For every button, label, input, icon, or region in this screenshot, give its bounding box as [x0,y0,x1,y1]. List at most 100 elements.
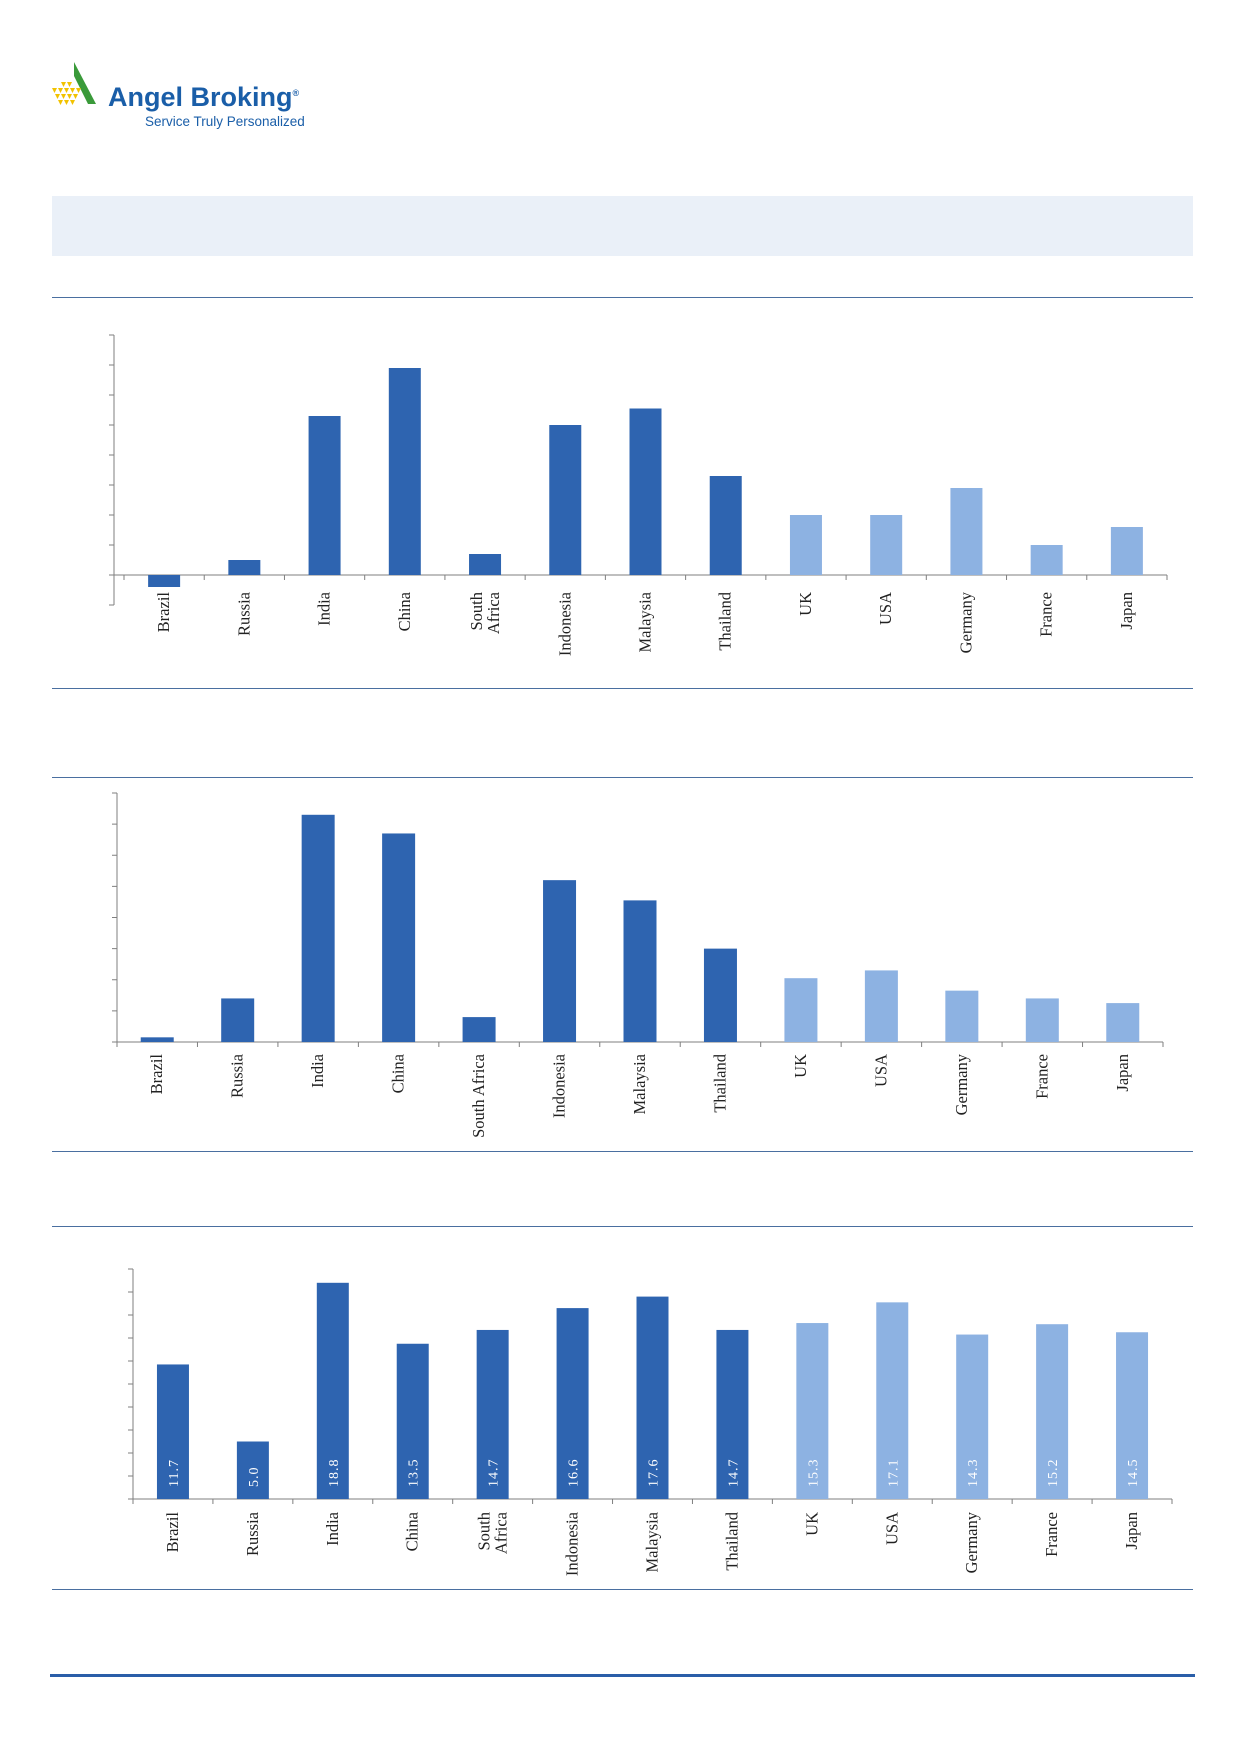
bar-thailand [709,476,742,575]
bar-south-africa [476,1329,509,1499]
bar-brazil [148,575,181,587]
bar-russia [221,998,255,1042]
bar-uk [796,1323,829,1499]
data-label: 11.7 [167,1459,182,1487]
x-tick-label: Malaysia [630,1053,649,1114]
chart-2-top-rule [52,777,1193,778]
bar-malaysia [629,408,662,575]
bar-thailand [716,1329,749,1499]
bar-india [308,416,341,575]
bar-germany [950,488,983,575]
bar-brazil [156,1364,189,1499]
bar-japan [1116,1332,1149,1499]
bar-chart-2: Brazil Russia India China South Africa Indone… [112,792,1164,1138]
x-tick-label: India [315,591,334,626]
x-tick-label: Malaysia [636,591,655,652]
bar-france [1025,998,1059,1042]
bar-japan [1110,527,1143,575]
bar-brazil [140,1037,174,1042]
x-tick-label: Russia [243,1511,262,1556]
data-label: 18.8 [327,1459,342,1488]
x-tick-label: USA [882,1512,901,1545]
x-tick-label: Germany [956,591,975,653]
bar-india [301,814,335,1042]
x-tick-label: Japan [1113,1054,1132,1092]
chart-1-bottom-rule [52,688,1193,689]
brand-name: Angel Broking® [108,82,300,112]
x-tick-label: Indonesia [563,1511,582,1576]
data-label: 5.0 [247,1467,262,1488]
x-tick-label: China [389,1053,408,1093]
x-tick-label: India [308,1053,327,1088]
bar-china [388,368,421,575]
data-label: 14.5 [1126,1459,1141,1488]
data-label: 17.1 [886,1459,901,1488]
bar-japan [1106,1003,1140,1042]
bar-china [382,833,416,1042]
footer-rule [50,1674,1195,1677]
data-label: 14.3 [966,1459,981,1488]
x-tick-label: Indonesia [550,1053,569,1118]
bar-usa [870,515,903,575]
bar-indonesia [543,880,577,1042]
x-tick-label: Germany [952,1053,971,1115]
x-tick-label: France [1037,592,1056,637]
data-label: 13.5 [407,1459,422,1488]
bar-south-africa [462,1017,496,1042]
bar-chart-3: Brazil 11.7 Russia 5.0 India 18.8 China 13.5 Sou… [128,1268,1173,1576]
x-tick-label: Russia [234,591,253,636]
x-tick-label: Russia [228,1053,247,1098]
bar-russia [236,1441,269,1499]
bar-uk [789,515,822,575]
bar-usa [864,970,898,1042]
x-tick-label: Brazil [154,592,173,633]
data-label: 16.6 [567,1459,582,1488]
x-tick-label: Japan [1122,1512,1141,1550]
chart-1-top-rule [52,297,1193,298]
data-label: 14.7 [487,1459,502,1488]
x-tick-label: Thailand [710,1053,729,1112]
bar-china [396,1343,429,1499]
x-tick-label: France [1032,1054,1051,1099]
x-tick-label: China [395,591,414,631]
brand-tagline: Service Truly Personalized [145,114,305,129]
header-band [52,196,1193,256]
x-tick-label: UK [791,1054,810,1078]
bar-indonesia [556,1308,589,1499]
x-tick-label: South Africa [469,1053,488,1138]
data-label: 14.7 [726,1459,741,1488]
bar-germany [956,1334,989,1499]
x-tick-label: SouthAfrica [475,1511,511,1554]
x-tick-label: Malaysia [643,1511,662,1572]
chart-2-bottom-rule [52,1151,1193,1152]
x-tick-label: USA [871,1054,890,1087]
bar-india [316,1282,349,1499]
chart-3-bottom-rule [52,1589,1193,1590]
x-tick-label: China [403,1511,422,1551]
data-label: 15.3 [806,1459,821,1488]
bar-usa [876,1302,909,1499]
bar-south-africa [469,554,502,575]
x-tick-label: Brazil [163,1512,182,1553]
logo-mark-icon [52,62,96,105]
data-label: 15.2 [1046,1459,1061,1488]
bar-uk [784,978,818,1042]
bar-chart-1: Brazil Russia India China SouthAfrica Indones… [109,334,1168,656]
x-tick-label: UK [796,592,815,616]
x-tick-label: USA [876,592,895,625]
x-tick-label: Indonesia [555,591,574,656]
x-tick-label: India [323,1511,342,1546]
x-tick-label: Thailand [716,591,735,650]
x-tick-label: Brazil [147,1054,166,1095]
data-label: 17.6 [647,1459,662,1488]
x-tick-label: Thailand [722,1511,741,1570]
x-tick-label: UK [802,1512,821,1536]
x-tick-label: Japan [1117,592,1136,630]
bar-malaysia [623,900,657,1042]
angel-broking-logo: Angel Broking® Service Truly Personalize… [52,62,312,132]
chart-3-top-rule [52,1226,1193,1227]
bar-germany [945,990,979,1042]
bar-russia [228,560,261,575]
bar-malaysia [636,1296,669,1499]
bar-france [1036,1324,1069,1499]
